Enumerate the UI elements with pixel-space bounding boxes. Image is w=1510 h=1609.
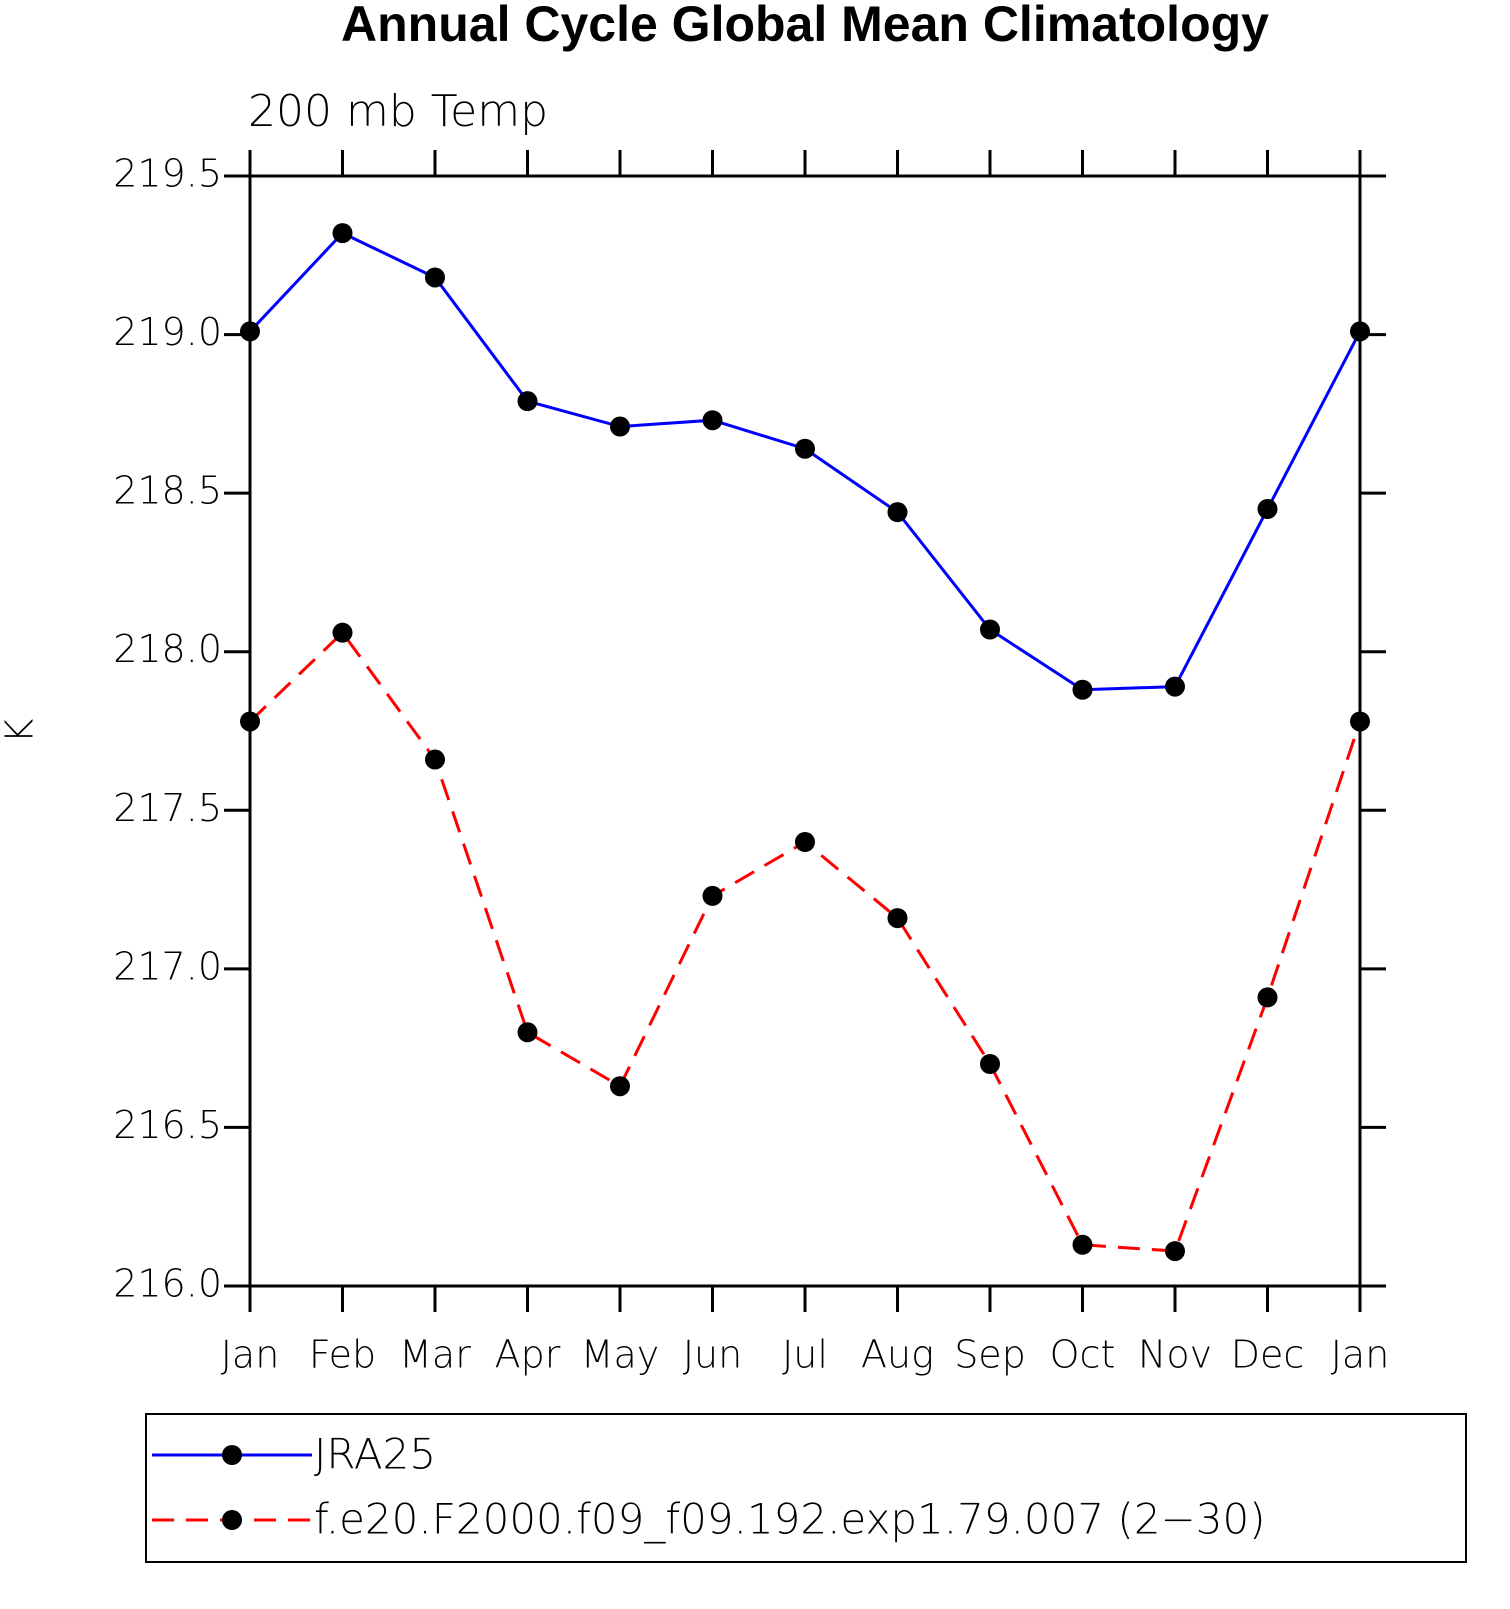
x-tick-label: Jan [1331, 1333, 1390, 1377]
data-point [1257, 499, 1278, 519]
data-point [610, 416, 630, 437]
y-tick-label: 218.5 [113, 469, 222, 513]
data-point [795, 832, 815, 852]
legend-box [145, 1413, 1467, 1563]
x-tick-label: Apr [495, 1333, 561, 1377]
x-tick-label: Dec [1231, 1333, 1305, 1377]
legend-label: f.e20.F2000.f09_f09.192.exp1.79.007 (2−3… [314, 1495, 1266, 1544]
y-tick-label: 219.5 [113, 152, 222, 196]
data-point [1350, 711, 1370, 732]
data-point [1350, 321, 1370, 342]
y-tick-label: 216.0 [113, 1262, 222, 1306]
data-point [610, 1076, 630, 1097]
data-point [332, 622, 353, 643]
y-axis-label: K [0, 718, 42, 743]
data-point [517, 1022, 538, 1043]
data-point [332, 223, 353, 244]
y-tick-label: 216.5 [113, 1103, 222, 1147]
data-point [240, 711, 260, 732]
legend-marker [222, 1445, 242, 1465]
chart-subtitle: 200 mb Temp [248, 86, 548, 137]
data-point [702, 410, 723, 431]
data-point [1165, 676, 1185, 697]
legend-label: JRA25 [314, 1430, 436, 1479]
data-point [702, 885, 723, 906]
y-tick-label: 218.0 [113, 627, 222, 671]
plot-frame [248, 174, 1362, 1288]
data-point [517, 391, 538, 412]
series-line [248, 630, 1362, 1253]
x-tick-label: Mar [399, 1333, 471, 1377]
x-tick-label: Sep [954, 1333, 1026, 1377]
data-point [1072, 679, 1093, 700]
y-tick-label: 219.0 [113, 310, 222, 354]
x-tick-label: Feb [309, 1333, 376, 1377]
data-point [1257, 987, 1278, 1008]
series-line [248, 231, 1362, 692]
x-tick-label: Aug [861, 1333, 934, 1377]
data-point [795, 438, 815, 459]
x-tick-label: May [581, 1333, 660, 1377]
y-tick-label: 217.0 [113, 944, 222, 988]
data-point [887, 908, 908, 929]
data-point [425, 749, 445, 770]
legend-marker [222, 1510, 242, 1530]
data-point [240, 321, 260, 342]
chart-title: Annual Cycle Global Mean Climatology [341, 0, 1269, 52]
x-tick-label: Jan [221, 1333, 280, 1377]
x-tick-label: Nov [1138, 1333, 1212, 1377]
data-point [425, 267, 445, 288]
y-tick-label: 217.5 [113, 786, 222, 830]
data-point [1165, 1241, 1185, 1262]
data-point [980, 619, 1000, 640]
data-point [980, 1054, 1000, 1074]
x-tick-label: Jun [683, 1333, 742, 1377]
x-tick-label: Jul [782, 1333, 828, 1377]
x-tick-label: Oct [1050, 1333, 1116, 1377]
data-point [1072, 1234, 1093, 1255]
data-point [887, 502, 908, 523]
